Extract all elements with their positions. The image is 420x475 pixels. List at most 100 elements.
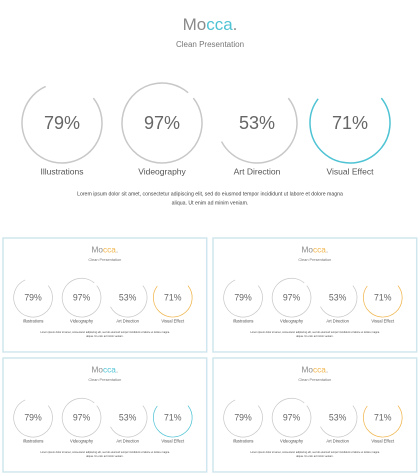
- progress-ring: [13, 279, 53, 318]
- progress-ring: [153, 285, 193, 318]
- percent-label: 79%: [24, 292, 42, 302]
- item-label: Visual Effect: [371, 319, 395, 324]
- body-text: Lorem ipsum dolor sit amet, consectetur …: [77, 191, 343, 197]
- title-end: .: [116, 246, 118, 255]
- percent-label: 53%: [239, 113, 275, 133]
- slide-subtitle: Clean Presentation: [176, 40, 244, 49]
- progress-ring: [223, 399, 263, 438]
- percent-label: 53%: [119, 412, 137, 422]
- progress-ring: [309, 97, 391, 164]
- body-text: Lorem ipsum dolor sit amet, consectetur …: [40, 331, 170, 334]
- percent-label: 97%: [144, 113, 180, 133]
- percent-label: 53%: [329, 292, 347, 302]
- item-label: Videography: [138, 166, 186, 176]
- percent-label: 97%: [283, 412, 301, 422]
- progress-ring: [110, 405, 148, 438]
- slide-background: [0, 0, 420, 235]
- body-text: Lorem ipsum dolor sit amet, consectetur …: [40, 451, 170, 454]
- slide-title: Mocca.: [302, 246, 329, 255]
- slide: Mocca. Clean Presentation 79% Illustrations…: [0, 0, 420, 235]
- item-label: Visual Effect: [327, 166, 375, 176]
- percent-label: 71%: [374, 292, 392, 302]
- slide-background: [212, 237, 418, 353]
- slide-title: Mocca.: [302, 366, 329, 375]
- title-start: Mo: [183, 15, 207, 34]
- percent-label: 97%: [73, 292, 91, 302]
- body-text: aliqua. Ut enim ad minim veniam.: [296, 455, 333, 458]
- slide-title: Mocca.: [92, 366, 119, 375]
- item-label: Videography: [70, 319, 94, 324]
- percent-label: 79%: [44, 113, 80, 133]
- progress-ring: [13, 399, 53, 438]
- progress-ring: [223, 279, 263, 318]
- slide-title: Mocca.: [183, 15, 238, 34]
- item-label: Illustrations: [41, 166, 84, 176]
- slide: Mocca. Clean Presentation 79% Illustrations…: [212, 237, 418, 353]
- percent-label: 53%: [329, 412, 347, 422]
- body-text: Lorem ipsum dolor sit amet, consectetur …: [250, 451, 380, 454]
- slide-background: [2, 237, 208, 353]
- percent-label: 79%: [24, 412, 42, 422]
- item-label: Visual Effect: [371, 439, 395, 444]
- item-label: Visual Effect: [161, 439, 185, 444]
- progress-ring: [21, 85, 103, 164]
- title-start: Mo: [92, 366, 104, 375]
- item-label: Art Direction: [326, 439, 349, 444]
- progress-ring: [61, 277, 102, 318]
- title-start: Mo: [92, 246, 104, 255]
- percent-label: 71%: [374, 412, 392, 422]
- title-accent: cca: [103, 246, 116, 255]
- body-text: Lorem ipsum dolor sit amet, consectetur …: [250, 331, 380, 334]
- body-text: aliqua. Ut enim ad minim veniam.: [86, 335, 123, 338]
- slide-background: [212, 357, 418, 473]
- item-label: Art Direction: [116, 439, 139, 444]
- percent-label: 97%: [73, 412, 91, 422]
- progress-ring: [271, 277, 312, 318]
- title-end: .: [233, 15, 238, 34]
- title-accent: cca: [206, 15, 233, 34]
- body-text: aliqua. Ut enim ad minim veniam.: [172, 200, 249, 206]
- item-label: Art Direction: [326, 319, 349, 324]
- slide-background: [2, 357, 208, 473]
- progress-ring: [220, 97, 298, 164]
- item-label: Illustrations: [23, 439, 44, 444]
- title-accent: cca: [103, 366, 116, 375]
- slide: Mocca. Clean Presentation 79% Illustrations…: [2, 237, 208, 353]
- item-label: Videography: [280, 319, 304, 324]
- body-text: aliqua. Ut enim ad minim veniam.: [86, 455, 123, 458]
- percent-label: 71%: [164, 412, 182, 422]
- title-accent: cca: [313, 366, 326, 375]
- progress-ring: [363, 405, 403, 438]
- percent-label: 79%: [234, 412, 252, 422]
- title-accent: cca: [313, 246, 326, 255]
- progress-ring: [110, 285, 148, 318]
- item-label: Illustrations: [23, 319, 44, 324]
- percent-label: 79%: [234, 292, 252, 302]
- progress-ring: [271, 397, 312, 438]
- slide: Mocca. Clean Presentation 79% Illustrations…: [2, 357, 208, 473]
- percent-label: 53%: [119, 292, 137, 302]
- slide-subtitle: Clean Presentation: [298, 377, 331, 382]
- percent-label: 71%: [332, 113, 368, 133]
- title-start: Mo: [302, 366, 314, 375]
- slide-subtitle: Clean Presentation: [88, 377, 121, 382]
- progress-ring: [61, 397, 102, 438]
- progress-ring: [320, 285, 358, 318]
- slide: Mocca. Clean Presentation 79% Illustrations…: [212, 357, 418, 473]
- item-label: Videography: [70, 439, 94, 444]
- item-label: Videography: [280, 439, 304, 444]
- slide-subtitle: Clean Presentation: [298, 257, 331, 262]
- slide-title: Mocca.: [92, 246, 119, 255]
- item-label: Illustrations: [233, 439, 254, 444]
- percent-label: 97%: [283, 292, 301, 302]
- progress-ring: [153, 405, 193, 438]
- slide-subtitle: Clean Presentation: [88, 257, 121, 262]
- progress-ring: [121, 82, 203, 164]
- title-end: .: [326, 366, 328, 375]
- item-label: Art Direction: [116, 319, 139, 324]
- progress-ring: [363, 285, 403, 318]
- item-label: Art Direction: [234, 166, 281, 176]
- title-end: .: [116, 366, 118, 375]
- progress-ring: [320, 405, 358, 438]
